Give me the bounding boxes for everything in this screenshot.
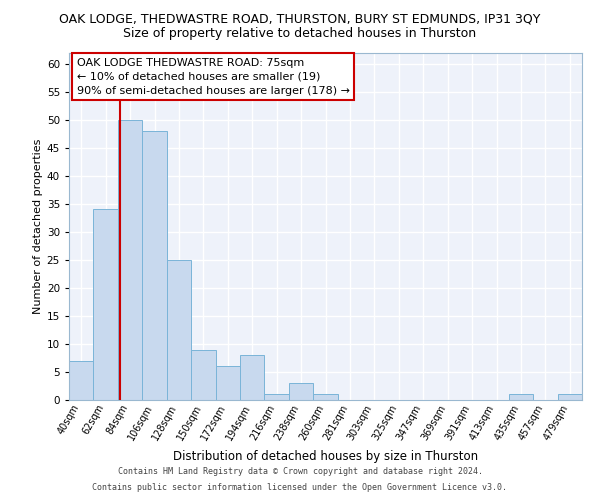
Bar xyxy=(509,394,533,400)
Bar xyxy=(240,355,265,400)
X-axis label: Distribution of detached houses by size in Thurston: Distribution of detached houses by size … xyxy=(173,450,478,463)
Bar xyxy=(557,394,582,400)
Bar xyxy=(118,120,142,400)
Bar xyxy=(191,350,215,400)
Bar xyxy=(215,366,240,400)
Text: Size of property relative to detached houses in Thurston: Size of property relative to detached ho… xyxy=(124,28,476,40)
Bar xyxy=(167,260,191,400)
Bar xyxy=(265,394,289,400)
Text: Contains public sector information licensed under the Open Government Licence v3: Contains public sector information licen… xyxy=(92,483,508,492)
Text: OAK LODGE THEDWASTRE ROAD: 75sqm
← 10% of detached houses are smaller (19)
90% o: OAK LODGE THEDWASTRE ROAD: 75sqm ← 10% o… xyxy=(77,58,350,96)
Bar xyxy=(69,361,94,400)
Bar xyxy=(94,210,118,400)
Bar xyxy=(313,394,338,400)
Y-axis label: Number of detached properties: Number of detached properties xyxy=(32,138,43,314)
Text: OAK LODGE, THEDWASTRE ROAD, THURSTON, BURY ST EDMUNDS, IP31 3QY: OAK LODGE, THEDWASTRE ROAD, THURSTON, BU… xyxy=(59,12,541,26)
Bar xyxy=(289,383,313,400)
Text: Contains HM Land Registry data © Crown copyright and database right 2024.: Contains HM Land Registry data © Crown c… xyxy=(118,467,482,476)
Bar xyxy=(142,131,167,400)
